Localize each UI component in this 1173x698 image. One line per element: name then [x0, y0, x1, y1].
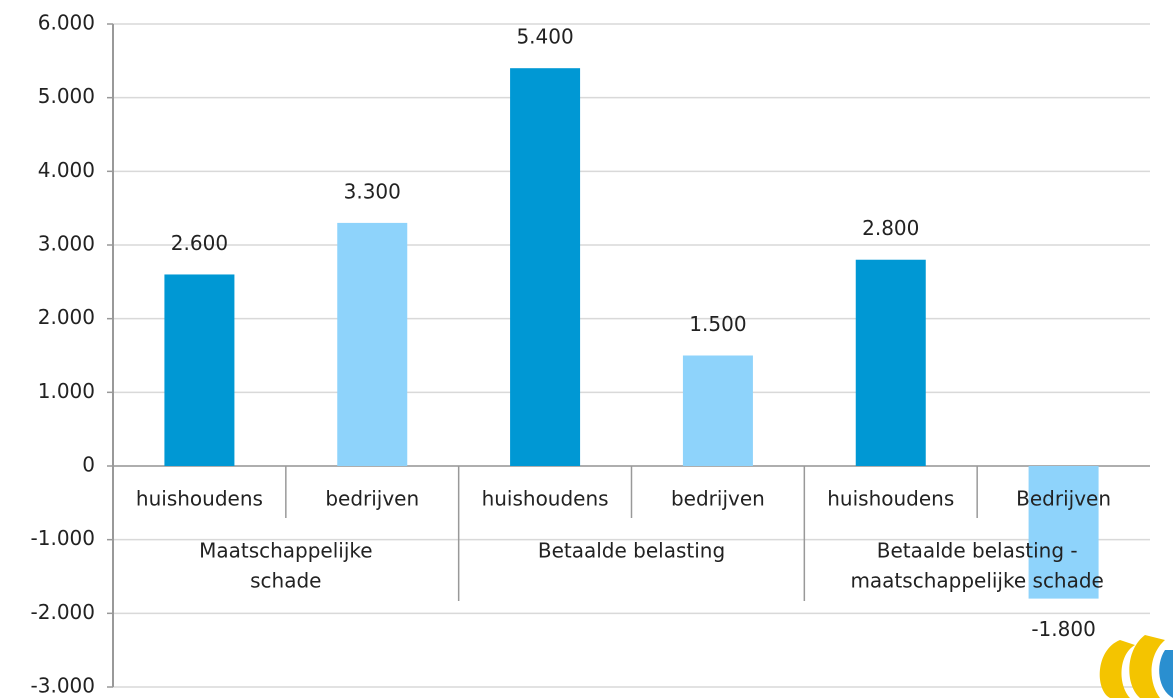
value-label: -1.800 — [1031, 617, 1095, 641]
x-tick-label: Bedrijven — [1016, 487, 1111, 511]
group-label: Betaalde belasting — [538, 539, 725, 563]
y-tick-label: 1.000 — [38, 379, 95, 403]
bar — [510, 68, 581, 466]
y-tick-label: 3.000 — [38, 232, 95, 256]
bar — [337, 222, 408, 466]
logo-shape — [1159, 650, 1173, 698]
x-tick-label: huishoudens — [482, 487, 609, 511]
group-label: maatschappelijke schade — [850, 569, 1103, 593]
x-tick-label: huishoudens — [827, 487, 954, 511]
logo-shape — [1129, 635, 1165, 698]
grid — [107, 23, 1150, 688]
y-tick-label: 2.000 — [38, 305, 95, 329]
logo — [1099, 635, 1173, 698]
value-label: 3.300 — [344, 179, 401, 203]
value-label: 1.500 — [689, 312, 746, 336]
group-label: schade — [250, 569, 321, 593]
group-label: Maatschappelijke — [199, 539, 373, 563]
y-tick-label: 4.000 — [38, 158, 95, 182]
bars — [164, 68, 1099, 599]
x-tick-label: bedrijven — [671, 487, 765, 511]
value-label: 2.600 — [171, 231, 228, 255]
logo-shape — [1099, 640, 1135, 698]
x-tick-label: bedrijven — [325, 487, 419, 511]
value-label: 2.800 — [862, 216, 919, 240]
group-label: Betaalde belasting - — [877, 539, 1078, 563]
bar — [855, 259, 926, 466]
y-tick-label: 6.000 — [38, 11, 95, 35]
labels: -3.000 -2.000 -1.000 0 1.000 2.000 3.000 4.000 5… — [31, 11, 1112, 698]
y-tick-label: 5.000 — [38, 84, 95, 108]
y-tick-label: 0 — [82, 453, 95, 477]
y-tick-label: -3.000 — [31, 674, 95, 698]
value-label: 5.400 — [516, 25, 573, 49]
bar — [1028, 466, 1099, 599]
x-tick-label: huishoudens — [136, 487, 263, 511]
bar — [682, 355, 753, 466]
y-tick-label: -1.000 — [31, 526, 95, 550]
y-tick-label: -2.000 — [31, 600, 95, 624]
bar — [164, 274, 235, 466]
